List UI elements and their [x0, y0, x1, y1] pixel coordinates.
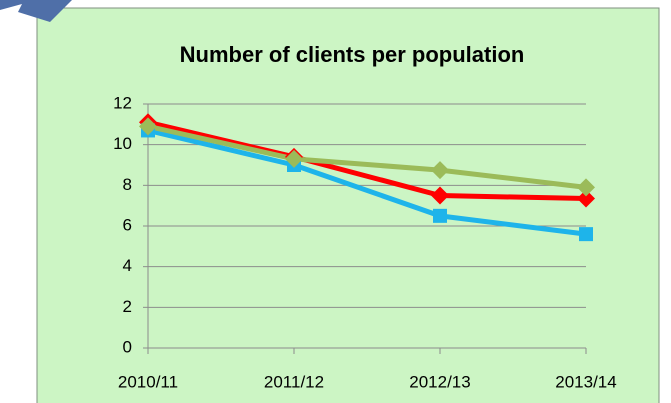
y-tick-label: 0 [123, 337, 132, 356]
marker [577, 178, 595, 197]
y-tick-label: 8 [123, 175, 132, 194]
chart-title: Number of clients per population [180, 42, 525, 67]
marker [431, 161, 449, 180]
marker [433, 208, 447, 223]
y-tick-label: 2 [123, 297, 132, 316]
marker [577, 189, 595, 208]
series-line [147, 123, 587, 190]
x-tick-label: 2010/11 [118, 372, 178, 391]
marker [579, 227, 593, 242]
x-tick-label: 2011/12 [264, 372, 324, 391]
series-line [147, 119, 587, 202]
marker [285, 149, 303, 168]
y-tick-label: 12 [113, 93, 132, 112]
chart-background [36, 7, 660, 403]
marker [139, 117, 157, 136]
x-tick-label: 2013/14 [555, 372, 616, 391]
marker [431, 186, 449, 205]
x-tick-label: 2012/13 [409, 372, 470, 391]
arrow-decoration [0, 0, 72, 22]
y-tick-label: 10 [113, 134, 132, 153]
series-line [147, 128, 587, 237]
y-tick-label: 6 [123, 215, 132, 234]
y-tick-label: 4 [123, 256, 132, 275]
